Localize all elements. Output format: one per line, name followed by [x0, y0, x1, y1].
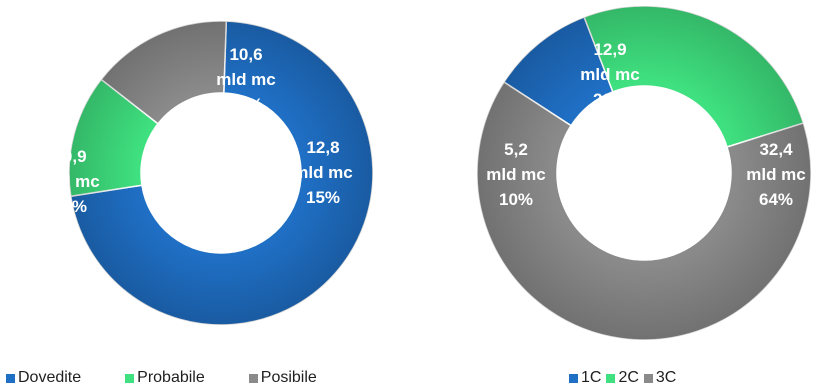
data-label-probabile: 10,6 mld mc 13% — [216, 45, 276, 114]
legend-right: 1C 2C 3C — [569, 369, 681, 387]
data-label-dovedite: 60,9 mld mc 72% — [40, 147, 100, 216]
legend-item-2c: 2C — [606, 369, 639, 387]
data-label-posibile: 12,8 mld mc 15% — [293, 138, 353, 207]
donut-shading — [477, 5, 811, 340]
data-label-1c: 5,2 mld mc 10% — [486, 140, 546, 209]
legend-swatch-posibile — [248, 373, 258, 383]
legend-label-2c: 2C — [618, 369, 639, 386]
legend-swatch-3c — [643, 373, 653, 383]
legend-item-probabile: Probabile — [125, 369, 205, 387]
legend-label-probabile: Probabile — [137, 369, 205, 386]
legend-label-1c: 1C — [581, 369, 602, 386]
legend-label-dovedite: Dovedite — [18, 369, 82, 386]
data-label-3c: 32,4 mld mc 64% — [746, 140, 806, 209]
legend-swatch-2c — [606, 373, 616, 383]
legend-item-posibile: Posibile — [248, 369, 317, 387]
legend-label-posibile: Posibile — [260, 369, 317, 386]
legend-item-1c: 1C — [569, 369, 601, 387]
donut-chart-reserves-category: 60,9 mld mc 72% 10,6 mld mc 13% 12,8 mld mc 15% — [40, 20, 374, 326]
donut-chart-reserves-class: 5,2 mld mc 10% 12,9 mld mc 26% 32,4 mld mc 64% — [476, 5, 812, 341]
legend-swatch-dovedite — [6, 373, 15, 383]
legend-swatch-1c — [569, 373, 578, 383]
data-label-2c: 12,9 mld mc 26% — [580, 40, 640, 109]
legend-item-dovedite: Dovedite — [6, 369, 81, 387]
legend-left: Dovedite Probabile Posibile — [6, 369, 361, 387]
legend-label-3c: 3C — [655, 369, 677, 386]
donut-shading — [68, 20, 373, 325]
legend-swatch-probabile — [125, 373, 135, 383]
legend-item-3c: 3C — [643, 369, 677, 387]
